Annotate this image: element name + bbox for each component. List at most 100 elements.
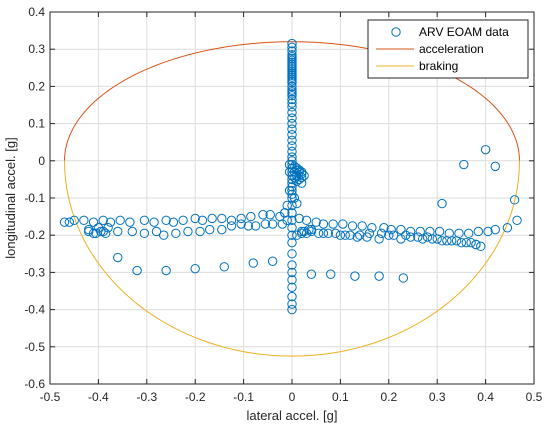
- data-point: [318, 219, 329, 229]
- data-point: [345, 230, 355, 240]
- data-point: [287, 91, 297, 101]
- data-point: [258, 210, 268, 220]
- data-point: [287, 46, 297, 56]
- data-point: [384, 230, 394, 240]
- data-point: [161, 215, 171, 226]
- data-point: [287, 42, 297, 53]
- data-point: [287, 77, 297, 88]
- data-point: [374, 271, 384, 281]
- data-point: [178, 215, 188, 226]
- data-point: [388, 230, 399, 240]
- data-point: [326, 269, 336, 279]
- data-point: [287, 141, 297, 151]
- data-point: [115, 215, 125, 226]
- data-point: [437, 198, 447, 209]
- data-point: [338, 219, 348, 229]
- y-tick-label: -0.2: [24, 228, 45, 242]
- y-tick-label: 0: [38, 154, 45, 168]
- data-point: [386, 224, 396, 235]
- data-point: [483, 226, 493, 237]
- data-point: [463, 228, 474, 239]
- x-tick-label: -0.5: [40, 390, 61, 404]
- data-point: [217, 213, 227, 224]
- data-point: [376, 228, 387, 239]
- x-tick-label: -0.2: [185, 390, 206, 404]
- data-point: [161, 265, 171, 276]
- data-point: [352, 232, 363, 242]
- data-point: [502, 223, 513, 233]
- x-tick-label: 0.1: [332, 390, 349, 404]
- data-point: [88, 228, 99, 239]
- x-tick-label: -0.3: [136, 390, 157, 404]
- data-point: [226, 221, 237, 231]
- data-point: [287, 299, 297, 309]
- data-point: [226, 215, 237, 226]
- y-tick-label: -0.3: [24, 265, 45, 279]
- data-point: [64, 217, 75, 227]
- data-point: [287, 267, 297, 278]
- data-point: [287, 130, 297, 140]
- data-point: [413, 232, 423, 242]
- data-point: [512, 215, 522, 226]
- data-point: [432, 234, 442, 244]
- braking-curve: [64, 160, 520, 357]
- data-point: [442, 236, 452, 246]
- data-point: [437, 236, 447, 246]
- data-point: [267, 256, 278, 266]
- data-point: [207, 213, 217, 224]
- data-point: [98, 215, 108, 226]
- data-point: [98, 226, 108, 237]
- y-tick-label: 0.1: [28, 117, 45, 131]
- data-point: [294, 213, 304, 224]
- data-point: [151, 226, 162, 237]
- data-point: [451, 236, 462, 246]
- x-tick-label: 0.5: [526, 390, 543, 404]
- data-point: [476, 241, 486, 252]
- data-point: [69, 215, 79, 226]
- data-point: [287, 230, 297, 240]
- data-points: [59, 38, 522, 315]
- data-point: [287, 237, 297, 248]
- data-point: [287, 98, 297, 108]
- data-point: [219, 262, 229, 272]
- data-point: [183, 226, 193, 237]
- data-point: [311, 217, 321, 227]
- legend-label: acceleration: [419, 42, 484, 56]
- data-point: [357, 221, 367, 231]
- data-point: [287, 223, 297, 233]
- legend-label: ARV EOAM data: [419, 25, 509, 39]
- envelope-curves: [64, 41, 520, 357]
- data-point: [318, 228, 329, 239]
- legend-label: braking: [419, 59, 458, 73]
- data-point: [284, 167, 295, 177]
- data-point: [190, 263, 200, 274]
- data-point: [287, 118, 297, 129]
- data-point: [59, 217, 70, 227]
- data-point: [347, 221, 358, 231]
- data-point: [459, 159, 469, 170]
- data-point: [267, 219, 278, 229]
- data-point: [248, 258, 258, 268]
- data-point: [149, 217, 159, 227]
- data-point: [289, 193, 300, 203]
- data-point: [396, 224, 406, 235]
- data-point: [287, 81, 297, 92]
- data-point: [260, 219, 271, 229]
- data-point: [79, 215, 89, 226]
- data-point: [456, 237, 467, 248]
- data-point: [113, 226, 123, 237]
- data-point: [287, 94, 297, 105]
- y-tick-label: -0.5: [24, 340, 45, 354]
- data-point: [125, 217, 135, 227]
- y-tick-label: 0.3: [28, 42, 45, 56]
- y-ticks: -0.6 -0.5 -0.4 -0.3 -0.2 -0.1 0 0.1 0.2 0.3 0.4: [24, 5, 534, 391]
- y-tick-label: -0.4: [24, 303, 45, 317]
- data-point: [330, 228, 341, 239]
- data-point: [287, 215, 297, 226]
- data-point: [287, 146, 297, 157]
- data-point: [217, 224, 227, 235]
- data-point: [195, 226, 205, 237]
- data-point: [473, 226, 484, 237]
- data-point: [139, 215, 150, 226]
